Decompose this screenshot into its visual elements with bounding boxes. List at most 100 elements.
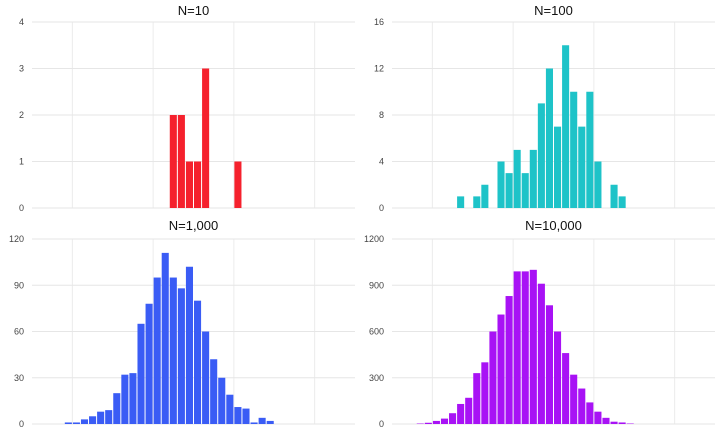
y-tick-label: 600 (369, 327, 384, 337)
histogram-bar (121, 374, 129, 424)
y-tick-label: 900 (369, 280, 384, 290)
chart-panel-1: 0 1 2 3 4 N=10 (19, 3, 355, 213)
histogram-bar (602, 417, 610, 424)
histogram-bar (578, 126, 586, 209)
histogram-bar (242, 408, 250, 424)
y-tick-label: 4 (379, 157, 384, 167)
histogram-bar (554, 331, 562, 424)
histogram-bar (266, 420, 274, 424)
y-tick-label: 90 (14, 280, 24, 290)
histogram-bar (562, 353, 570, 424)
histogram-bar (481, 184, 489, 208)
histogram-bar (545, 305, 553, 424)
histogram-bar (169, 115, 177, 208)
histogram-bar (537, 283, 545, 424)
y-tick-label: 3 (19, 64, 24, 74)
histogram-bar (562, 45, 570, 208)
histogram-bar (64, 422, 72, 424)
y-tick-label: 30 (14, 373, 24, 383)
histogram-bar (610, 421, 618, 424)
histogram-bar (489, 331, 497, 424)
histogram-bar (594, 411, 602, 424)
histogram-bar (169, 277, 177, 424)
y-tick-label: 120 (9, 234, 24, 244)
histogram-bar (194, 161, 202, 208)
histogram-bar (137, 323, 145, 424)
y-tick-label: 1200 (364, 234, 384, 244)
histogram-bar (113, 393, 121, 424)
chart-panel-4: 0 300 600 900 1200 N=10,000 (364, 218, 715, 429)
histogram-bar (234, 161, 242, 208)
histogram-bar (432, 420, 440, 424)
histogram-bar (497, 161, 505, 208)
y-tick-label: 4 (19, 17, 24, 27)
panel-title: N=1,000 (169, 218, 219, 233)
histogram-bar (210, 359, 218, 424)
histogram-bar (202, 331, 210, 424)
histogram-bar (424, 422, 432, 424)
histogram-bar (521, 173, 529, 209)
histogram-bar (513, 149, 521, 209)
histogram-bar (89, 416, 97, 424)
histogram-bar (554, 126, 562, 209)
histogram-bar (457, 403, 465, 424)
histogram-bar (177, 288, 185, 424)
histogram-bar (529, 269, 537, 424)
histogram-bar (97, 411, 105, 424)
histogram-bar (473, 373, 481, 425)
histogram-bar (80, 419, 89, 425)
panel-title: N=10,000 (525, 218, 582, 233)
y-tick-label: 0 (379, 203, 384, 213)
histogram-bar (218, 377, 226, 424)
histogram-bar (72, 422, 80, 424)
y-tick-label: 300 (369, 373, 384, 383)
histogram-bar (185, 266, 193, 424)
histogram-bar (129, 373, 137, 425)
histogram-bar (185, 161, 193, 208)
histogram-bar (226, 394, 234, 424)
histogram-bar (258, 417, 266, 424)
histogram-bar (457, 196, 465, 209)
y-tick-label: 2 (19, 110, 24, 120)
y-tick-label: 0 (379, 419, 384, 429)
histogram-bar (586, 91, 594, 208)
histogram-bar (440, 418, 449, 424)
histogram-bar (145, 303, 153, 424)
histogram-bar (497, 314, 505, 424)
y-tick-label: 60 (14, 327, 24, 337)
histogram-bar (513, 271, 521, 425)
histogram-bar (570, 374, 578, 424)
y-tick-label: 1 (19, 157, 24, 167)
histogram-bar (610, 184, 618, 208)
y-tick-label: 0 (19, 419, 24, 429)
panel-title: N=100 (534, 3, 573, 18)
panel-title: N=10 (178, 3, 209, 18)
chart-panel-3: 0 30 60 90 120 N=1,000 (9, 218, 355, 429)
histogram-bar (153, 277, 161, 424)
histogram-bar (618, 196, 626, 209)
histogram-bar (250, 422, 258, 424)
histogram-bar (521, 271, 529, 425)
histogram-bar (529, 149, 537, 209)
histogram-bar (234, 407, 242, 424)
histogram-bar (618, 422, 626, 424)
histogram-bar (473, 196, 481, 209)
histogram-bar (194, 300, 202, 424)
y-tick-label: 16 (374, 17, 384, 27)
histogram-bar (202, 68, 210, 208)
y-tick-label: 8 (379, 110, 384, 120)
histogram-bar (594, 161, 602, 208)
histogram-bar (537, 103, 545, 209)
histogram-bar (105, 410, 113, 425)
histogram-bar (177, 115, 185, 208)
histogram-bar (578, 388, 586, 424)
histogram-bar (449, 413, 457, 424)
y-tick-label: 12 (374, 64, 384, 74)
histogram-bar (505, 173, 513, 209)
histogram-bar (161, 252, 169, 425)
histogram-bar (570, 91, 578, 208)
histogram-bar (505, 296, 513, 424)
histogram-bar (481, 362, 489, 424)
histogram-bar (586, 402, 594, 424)
